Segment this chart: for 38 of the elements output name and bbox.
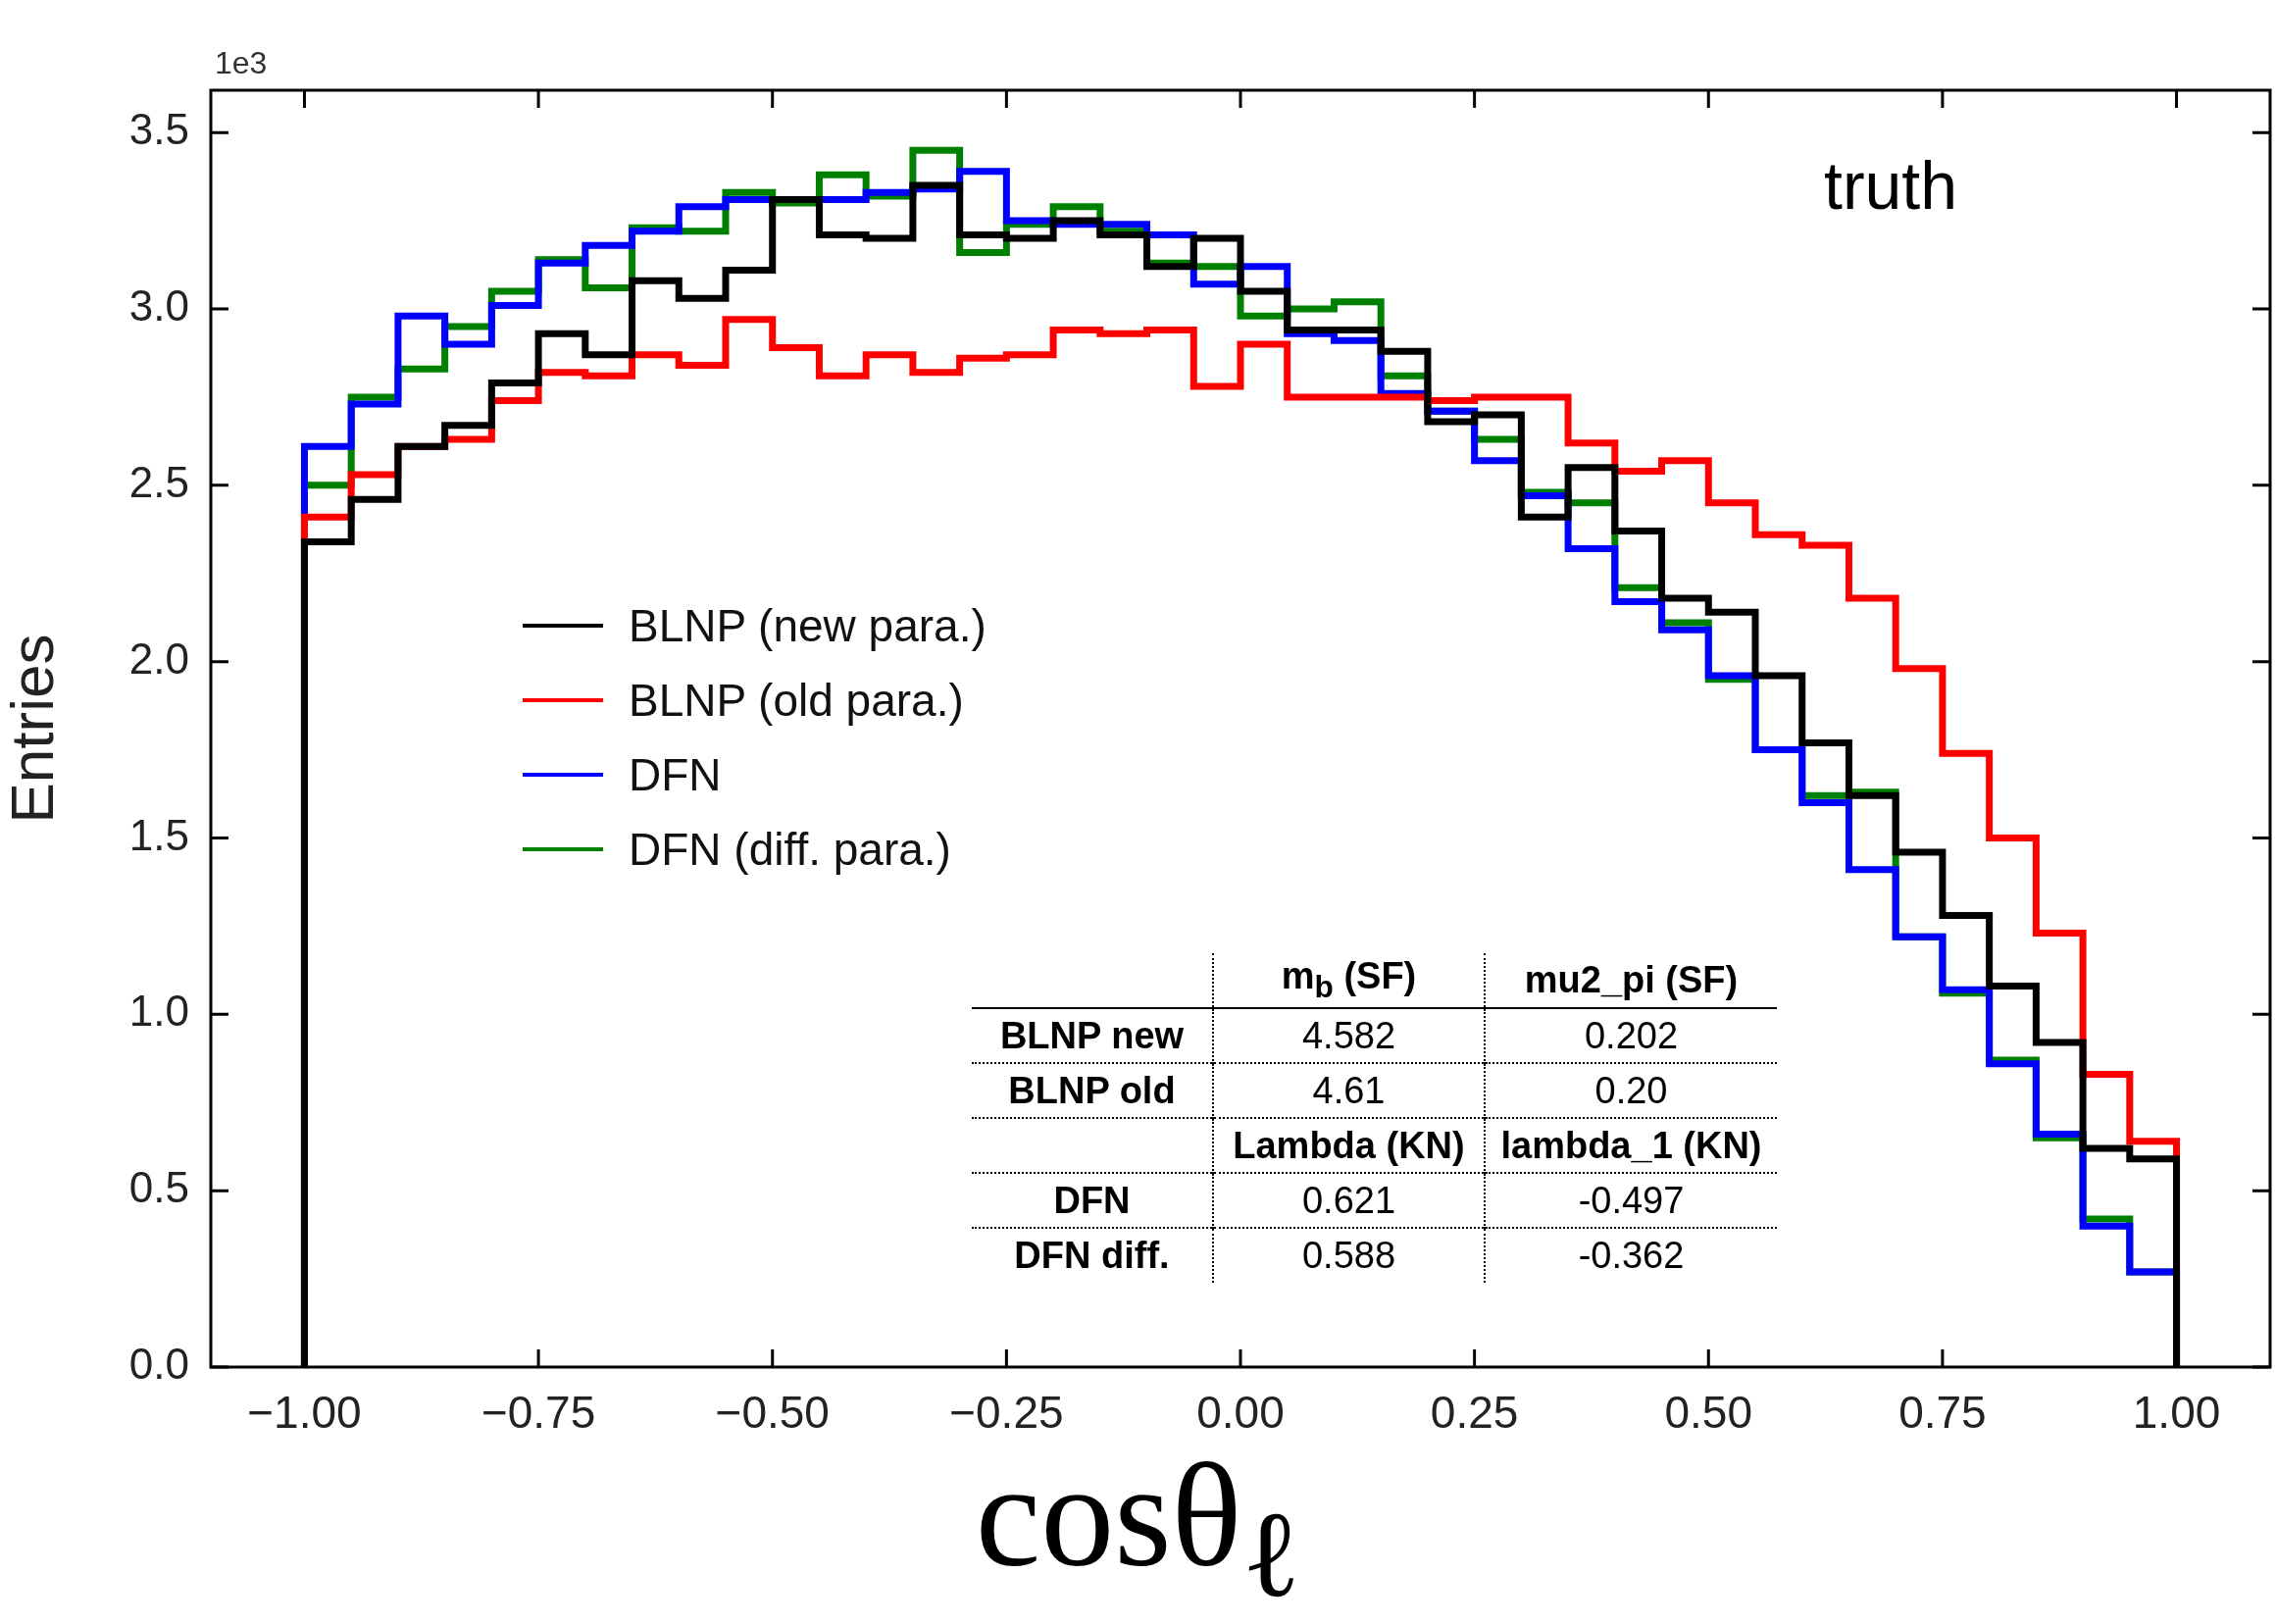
y-tick-label: 2.5: [128, 457, 189, 506]
x-tick-label: −1.00: [247, 1387, 362, 1439]
annotation: 0.621: [1213, 1173, 1485, 1228]
annotation: mu2_pi (SF): [1485, 953, 1777, 1008]
text: 1e3: [215, 45, 268, 81]
y-tick-label: 3.5: [128, 105, 189, 154]
y-tick-label: 0.0: [128, 1340, 189, 1389]
legend-label: BLNP (old para.): [629, 674, 964, 727]
x-tick-label: −0.75: [480, 1387, 596, 1439]
legend-label: DFN: [629, 748, 722, 801]
annotation: BLNP old: [1007, 1068, 1177, 1113]
x-tick-label: 0.75: [1898, 1387, 1987, 1439]
annotation: 4.61: [1213, 1063, 1485, 1118]
annotation: DFN: [1052, 1178, 1132, 1223]
annotation: 4.582: [1213, 1008, 1485, 1063]
annotation: -0.362: [1485, 1228, 1777, 1283]
annotation: 0.202: [1485, 1008, 1777, 1063]
y-tick-label: 3.0: [128, 281, 189, 330]
x-tick-label: 0.25: [1430, 1387, 1519, 1439]
annotation: truth: [1824, 147, 1958, 224]
annotation: -0.497: [1485, 1173, 1777, 1228]
annotation: 0.20: [1485, 1063, 1777, 1118]
x-tick-label: −0.50: [715, 1387, 830, 1439]
legend-label: DFN (diff. para.): [629, 823, 951, 876]
annotation: lambda_1 (KN): [1485, 1118, 1777, 1173]
annotation: m$_{b}$ (SF): [1213, 953, 1485, 1008]
y-tick-label: 0.5: [128, 1163, 189, 1212]
y-tick-label: 2.0: [128, 634, 189, 683]
annotation: BLNP new: [998, 1013, 1186, 1058]
annotation: 0.588: [1213, 1228, 1485, 1283]
x-tick-label: 1.00: [2132, 1387, 2221, 1439]
legend-label: BLNP (new para.): [629, 599, 986, 652]
y-tick-label: 1.5: [128, 810, 189, 859]
y-tick-label: 1.0: [128, 987, 189, 1036]
annotation: DFN diff.: [1013, 1234, 1171, 1278]
y-axis-title: Entries: [0, 634, 67, 824]
annotation: Lambda (KN): [1213, 1118, 1485, 1173]
x-tick-label: 0.50: [1664, 1387, 1753, 1439]
